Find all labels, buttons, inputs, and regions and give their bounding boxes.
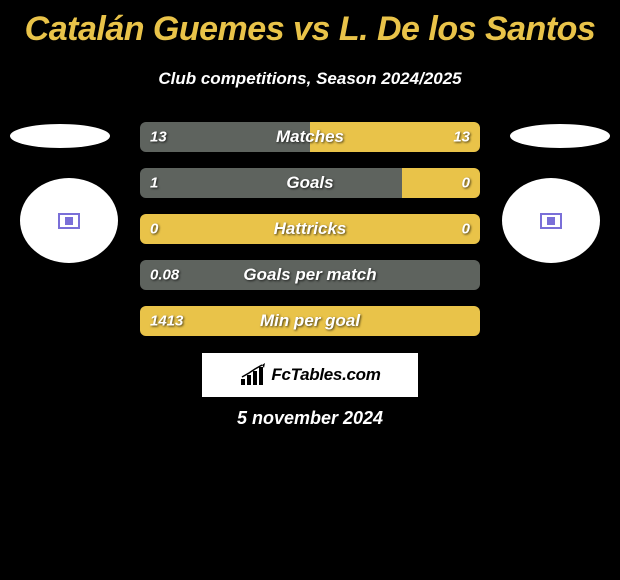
stat-value-right: 0 — [462, 175, 470, 192]
player-left-icon — [58, 213, 80, 229]
stat-row: 1 Goals 0 — [140, 168, 480, 198]
stat-value-right: 13 — [453, 129, 470, 146]
brand-box: FcTables.com — [202, 353, 418, 397]
stat-label: Hattricks — [274, 219, 347, 239]
date-text: 5 november 2024 — [237, 408, 383, 429]
stat-row: 1413 Min per goal — [140, 306, 480, 336]
player-right-badge — [502, 178, 600, 263]
brand-icon — [239, 363, 267, 387]
stats-container: 13 Matches 13 1 Goals 0 0 Hattricks 0 0.08 Goals p… — [140, 122, 480, 352]
stat-value-left: 13 — [150, 129, 167, 146]
stat-value-left: 1 — [150, 175, 158, 192]
page-subtitle: Club competitions, Season 2024/2025 — [0, 69, 620, 89]
stat-value-right: 0 — [462, 221, 470, 238]
stat-value-left: 1413 — [150, 313, 183, 330]
stat-label: Matches — [276, 127, 344, 147]
player-left-ellipse — [10, 124, 110, 148]
stat-row: 13 Matches 13 — [140, 122, 480, 152]
stat-value-left: 0.08 — [150, 267, 179, 284]
stat-label: Goals — [286, 173, 333, 193]
stat-label: Min per goal — [260, 311, 360, 331]
player-left-badge — [20, 178, 118, 263]
stat-row: 0 Hattricks 0 — [140, 214, 480, 244]
brand-text: FcTables.com — [271, 365, 380, 385]
stat-bar-left — [140, 168, 402, 198]
page-title: Catalán Guemes vs L. De los Santos — [0, 0, 620, 49]
stat-row: 0.08 Goals per match — [140, 260, 480, 290]
stat-label: Goals per match — [243, 265, 376, 285]
player-right-ellipse — [510, 124, 610, 148]
stat-value-left: 0 — [150, 221, 158, 238]
player-right-icon — [540, 213, 562, 229]
